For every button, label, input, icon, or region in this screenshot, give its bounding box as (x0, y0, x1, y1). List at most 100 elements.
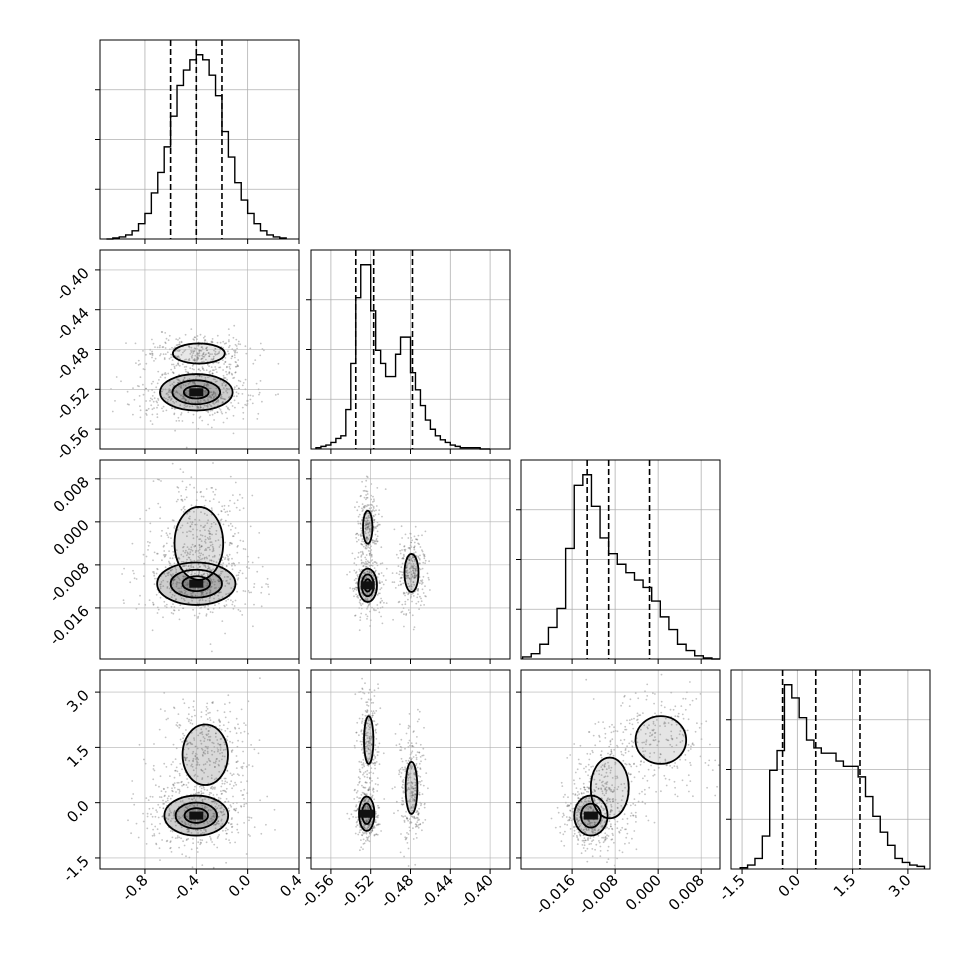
scatter-point (234, 356, 236, 359)
scatter-point (178, 343, 181, 346)
scatter-point (188, 346, 191, 349)
scatter-point (379, 582, 382, 584)
scatter-point (181, 524, 184, 527)
scatter-point (226, 832, 228, 835)
scatter-point (209, 353, 212, 356)
scatter-point (418, 710, 421, 713)
scatter-point (190, 743, 193, 745)
scatter-point (227, 822, 230, 824)
scatter-point (358, 513, 361, 516)
scatter-point (371, 594, 374, 596)
scatter-point (226, 417, 229, 420)
scatter-point (226, 781, 229, 784)
scatter-point (170, 820, 172, 822)
scatter-point (174, 567, 177, 569)
scatter-point (401, 766, 404, 769)
scatter-point (376, 540, 379, 543)
scatter-point (220, 591, 222, 594)
scatter-point (177, 587, 180, 590)
scatter-point (151, 354, 154, 357)
scatter-point (365, 538, 368, 540)
scatter-point (365, 832, 368, 835)
scatter-point (206, 391, 208, 394)
scatter-point (197, 357, 200, 360)
scatter-point (365, 479, 368, 482)
scatter-point (208, 371, 211, 373)
scatter-point (162, 579, 165, 582)
scatter-point (364, 522, 367, 525)
scatter-point (609, 800, 612, 803)
scatter-point (410, 565, 413, 568)
scatter-point (611, 784, 613, 787)
scatter-point (196, 535, 199, 538)
scatter-point (366, 539, 368, 542)
scatter-point (187, 517, 190, 520)
scatter-point (188, 510, 191, 513)
scatter-point (234, 361, 237, 363)
scatter-point (206, 572, 209, 575)
scatter-point (417, 588, 420, 591)
scatter-point (197, 344, 200, 347)
scatter-point (235, 717, 238, 720)
scatter-point (362, 505, 365, 508)
scatter-point (174, 769, 177, 772)
scatter-point (149, 397, 152, 400)
scatter-point (197, 841, 200, 844)
scatter-point (399, 549, 401, 552)
scatter-point (217, 742, 220, 745)
scatter-point (174, 429, 177, 432)
scatter-point (361, 603, 364, 605)
scatter-point (424, 559, 427, 562)
scatter-point (361, 538, 364, 540)
scatter-point (365, 750, 368, 752)
scatter-point (201, 778, 204, 781)
scatter-point (191, 549, 194, 552)
scatter-point (417, 812, 420, 815)
scatter-point (364, 831, 366, 834)
scatter-point (185, 370, 188, 373)
scatter-point (372, 787, 375, 790)
scatter-point (181, 591, 184, 594)
scatter-point (372, 514, 374, 517)
scatter-point (192, 413, 195, 416)
scatter-point (198, 566, 201, 568)
scatter-point (400, 757, 403, 760)
scatter-point (200, 790, 203, 793)
scatter-point (379, 602, 382, 604)
scatter-point (232, 784, 235, 787)
scatter-point (224, 384, 227, 387)
scatter-point (643, 775, 646, 777)
scatter-point (366, 523, 369, 526)
scatter-point (196, 847, 199, 849)
scatter-point (217, 749, 220, 751)
scatter-point (393, 528, 396, 531)
scatter-point (169, 397, 171, 399)
scatter-point (358, 629, 361, 632)
scatter-point (681, 779, 684, 782)
scatter-point (360, 794, 363, 796)
scatter-point (653, 751, 656, 754)
scatter-point (621, 818, 624, 820)
scatter-point (158, 785, 160, 788)
scatter-point (361, 720, 364, 723)
scatter-point (222, 562, 225, 564)
scatter-point (422, 592, 425, 594)
scatter-point (191, 798, 194, 801)
scatter-point (220, 819, 223, 822)
scatter-point (407, 593, 409, 596)
scatter-point (360, 828, 363, 831)
scatter-point (231, 564, 233, 567)
scatter-point (220, 728, 223, 731)
scatter-point (224, 384, 227, 387)
scatter-point (171, 789, 174, 792)
scatter-point (209, 404, 212, 407)
scatter-point (191, 763, 193, 766)
scatter-point (233, 808, 236, 810)
scatter-point (152, 571, 154, 573)
scatter-point (212, 701, 214, 703)
scatter-point (230, 357, 233, 360)
scatter-point (197, 617, 199, 619)
scatter-point (417, 708, 419, 711)
scatter-point (380, 587, 383, 589)
scatter-point (249, 347, 252, 350)
